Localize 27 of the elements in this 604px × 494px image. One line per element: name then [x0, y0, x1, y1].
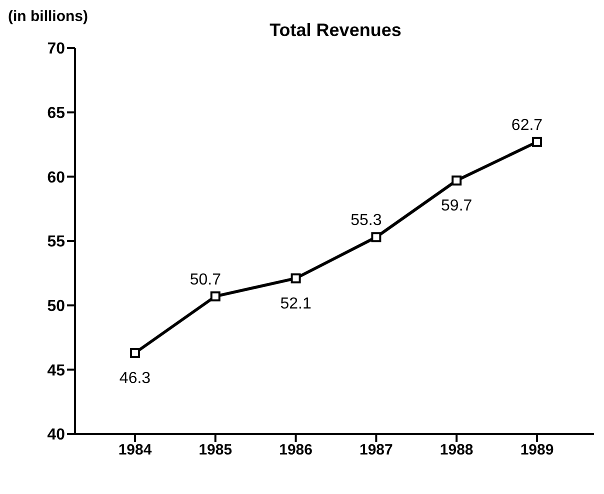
x-tick-label: 1987 [360, 442, 393, 459]
point [371, 232, 382, 242]
data-label: 50.7 [190, 271, 222, 288]
data-label: 55.3 [350, 212, 382, 230]
data-label: 52.1 [280, 295, 312, 312]
x-tick-label: 1984 [118, 442, 152, 459]
point [130, 348, 140, 358]
data-label: 59.7 [441, 198, 472, 215]
y-tick-label: 60 [47, 169, 66, 186]
x-tick-label: 1989 [520, 442, 554, 459]
y-tick-label: 55 [47, 234, 66, 251]
data-label: 46.3 [119, 370, 151, 387]
chart-title: Total Revenues [270, 20, 402, 40]
x-tick-label: 1985 [198, 442, 232, 459]
point [452, 176, 462, 186]
data-label: 62.7 [511, 116, 543, 134]
x-tick-label: 1988 [440, 442, 474, 459]
y-tick-label: 70 [47, 40, 66, 58]
y-tick-label: 40 [47, 426, 66, 444]
y-tick-label: 50 [47, 298, 66, 316]
point [210, 291, 220, 302]
point [532, 136, 542, 147]
y-tick-label: 45 [47, 362, 66, 380]
x-tick-label: 1986 [279, 442, 312, 459]
point [290, 273, 301, 284]
y-axis-title: (in billions) [8, 8, 88, 25]
y-tick-label: 65 [47, 105, 66, 122]
